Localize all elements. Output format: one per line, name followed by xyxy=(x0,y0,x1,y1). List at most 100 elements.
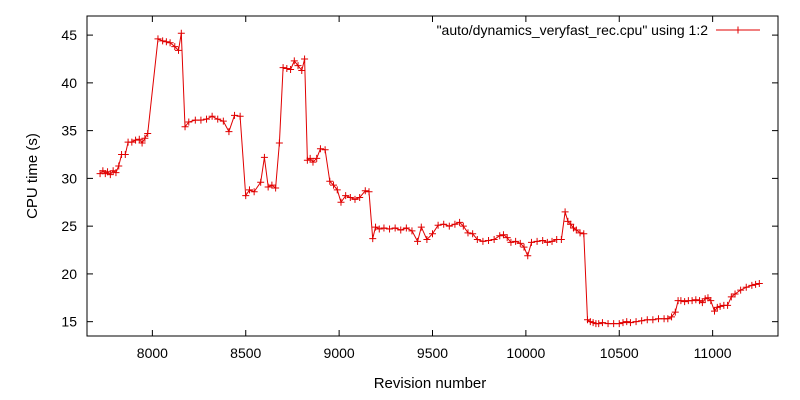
data-point xyxy=(688,297,696,305)
data-point xyxy=(677,297,685,305)
data-point xyxy=(752,280,760,288)
data-point xyxy=(649,316,657,324)
data-point xyxy=(283,65,291,73)
data-point xyxy=(380,224,388,232)
data-point xyxy=(203,115,211,123)
data-point xyxy=(231,111,239,119)
data-point xyxy=(141,134,149,142)
data-point xyxy=(138,139,146,147)
data-point xyxy=(175,46,183,54)
data-point xyxy=(692,296,700,304)
data-point xyxy=(681,298,689,306)
y-tick-label: 45 xyxy=(61,27,77,43)
data-point xyxy=(668,313,676,321)
data-point xyxy=(298,66,306,74)
data-point xyxy=(115,162,123,170)
y-tick-label: 30 xyxy=(61,170,77,186)
data-point xyxy=(361,187,369,195)
data-point xyxy=(707,297,715,305)
data-point xyxy=(632,318,640,326)
data-point xyxy=(391,224,399,232)
y-tick-label: 40 xyxy=(61,75,77,91)
data-point xyxy=(132,136,140,144)
data-point xyxy=(595,320,603,328)
data-point xyxy=(185,118,193,126)
data-point xyxy=(429,230,436,238)
data-point xyxy=(464,229,472,237)
data-point xyxy=(121,151,129,159)
data-point xyxy=(242,192,250,200)
data-point xyxy=(333,186,341,194)
plot-area: 8000 8500 9000 9500 10000 10500 11000 15 20 25 30 3… xyxy=(61,15,779,361)
data-point xyxy=(626,319,634,327)
data-point xyxy=(479,237,487,245)
data-point xyxy=(567,220,575,228)
data-point xyxy=(615,320,623,328)
data-point xyxy=(711,307,719,315)
data-point xyxy=(208,112,216,120)
data-point xyxy=(548,237,556,245)
y-tick-label: 25 xyxy=(61,218,77,234)
data-point xyxy=(440,220,448,228)
data-point xyxy=(737,286,745,294)
y-axis-label: CPU time (s) xyxy=(24,133,41,219)
data-point xyxy=(557,236,565,244)
data-point xyxy=(485,236,493,244)
data-point xyxy=(445,222,453,230)
data-point xyxy=(330,181,338,189)
data-point xyxy=(316,145,324,153)
data-point xyxy=(279,64,287,72)
legend: "auto/dynamics_veryfast_rec.cpu" using 1… xyxy=(437,22,760,38)
data-point xyxy=(272,184,280,192)
data-point xyxy=(580,230,588,238)
data-point xyxy=(264,183,272,191)
data-point xyxy=(369,235,377,243)
data-point xyxy=(306,154,314,162)
data-point xyxy=(356,193,364,201)
data-point xyxy=(671,308,679,316)
data-point xyxy=(469,230,477,238)
data-point xyxy=(561,208,569,216)
data-point xyxy=(402,224,410,232)
data-point xyxy=(543,238,551,246)
data-point xyxy=(346,193,354,201)
data-point xyxy=(731,290,739,298)
data-point xyxy=(275,139,283,147)
data-point xyxy=(755,279,763,287)
data-point xyxy=(572,226,580,234)
data-point xyxy=(225,128,233,136)
data-point xyxy=(287,65,295,73)
data-point xyxy=(260,153,268,161)
data-point xyxy=(408,227,416,235)
data-point xyxy=(417,223,425,231)
data-point xyxy=(503,234,511,242)
y-tick-label: 20 xyxy=(61,266,77,282)
data-point xyxy=(533,237,541,245)
data-point xyxy=(456,218,464,226)
data-point xyxy=(313,154,321,162)
data-point xyxy=(397,226,405,234)
data-point xyxy=(423,236,431,244)
data-point xyxy=(135,135,143,143)
data-point xyxy=(294,62,302,70)
data-point xyxy=(214,115,222,123)
data-point xyxy=(716,302,724,310)
data-point xyxy=(154,35,162,43)
data-point xyxy=(698,299,706,307)
data-point xyxy=(451,220,459,228)
y-tick-label: 15 xyxy=(61,314,77,330)
data-point xyxy=(342,192,350,200)
data-point xyxy=(351,195,359,203)
data-point xyxy=(197,116,205,124)
data-point xyxy=(664,315,672,323)
data-point xyxy=(638,317,646,325)
data-point xyxy=(219,117,227,125)
data-point xyxy=(524,252,532,260)
x-tick-label: 9500 xyxy=(417,345,448,361)
data-point xyxy=(236,112,244,120)
data-point xyxy=(326,177,334,185)
data-point xyxy=(507,238,515,246)
x-tick-label: 11000 xyxy=(694,345,732,361)
